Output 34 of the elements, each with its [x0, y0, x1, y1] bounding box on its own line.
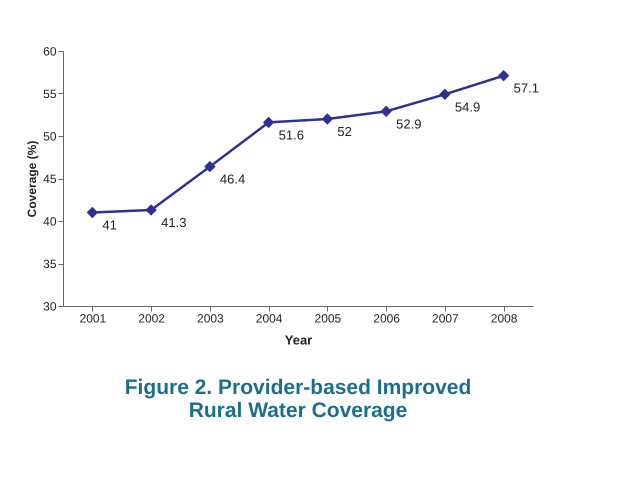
- data-label: 46.4: [220, 172, 246, 187]
- data-label: 52.9: [396, 116, 422, 132]
- y-tick-label: 55: [43, 87, 57, 101]
- x-tick-label: 2004: [256, 312, 283, 326]
- y-tick-label: 30: [43, 300, 57, 314]
- data-label: 41: [102, 218, 117, 232]
- point: [204, 160, 216, 172]
- point: [439, 88, 451, 100]
- y-tick-label: 50: [43, 130, 57, 144]
- data-label: 54.9: [454, 99, 480, 114]
- data-label: 41.3: [161, 214, 186, 230]
- point: [380, 106, 392, 118]
- text: Figure 2. Provider-based Improved Rural Water Coverage: [124, 376, 472, 422]
- point: [145, 204, 157, 216]
- point: [498, 70, 510, 82]
- y-tick-label: 45: [43, 172, 57, 186]
- y-tick-label: 35: [43, 257, 57, 271]
- point: [322, 113, 334, 125]
- point: [86, 206, 98, 218]
- x-tick-label: 2007: [432, 312, 460, 326]
- x-tick-label: 2006: [373, 312, 400, 326]
- data-label: 57.1: [514, 80, 539, 96]
- y-axis-title: Coverage (%): [25, 140, 40, 218]
- x-tick-label: 2003: [197, 312, 224, 326]
- y-tick-label: 60: [43, 44, 57, 58]
- data-label: 52: [337, 124, 352, 139]
- point: [262, 116, 274, 128]
- x-tick-label: 2005: [314, 312, 342, 326]
- x-axis-title: Year: [284, 332, 312, 348]
- x-tick-label: 2008: [490, 312, 518, 326]
- x-tick-label: 2001: [80, 312, 107, 326]
- x-tick-label: 2002: [138, 312, 166, 326]
- y-tick-label: 40: [43, 214, 57, 228]
- data-label: 51.6: [278, 127, 304, 142]
